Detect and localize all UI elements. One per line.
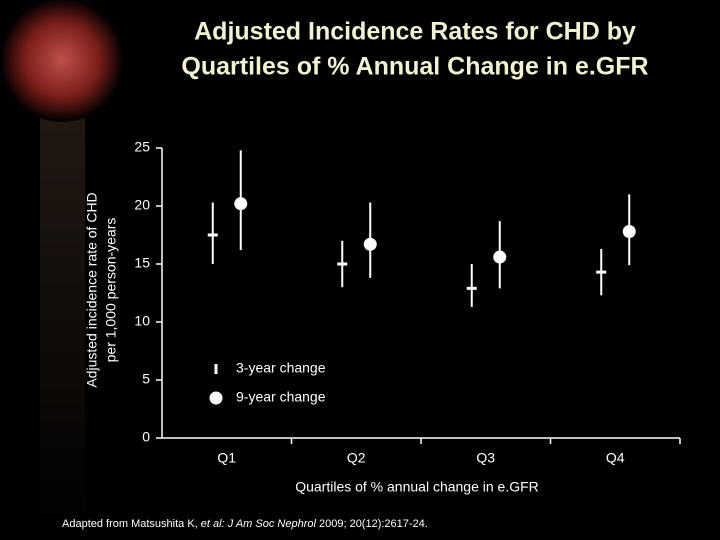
point [363, 237, 377, 251]
source-note: Adapted from Matsushita K, et al: J Am S… [62, 518, 428, 530]
legend-label: 3-year change [236, 360, 326, 376]
y-axis-label: per 1,000 person-years [103, 218, 119, 363]
chart-title: Adjusted Incidence Rates for CHD by [194, 18, 636, 46]
point [207, 233, 218, 237]
legend-marker [209, 391, 223, 405]
source-text: Adapted from Matsushita K, [62, 518, 201, 530]
y-tick-label: 5 [142, 371, 150, 387]
point [622, 225, 636, 239]
x-axis-label: Quartiles of % annual change in e.GFR [295, 479, 539, 495]
legend-marker [214, 364, 218, 374]
x-tick-label: Q1 [217, 450, 236, 466]
decoration [40, 100, 85, 540]
chart-title: Quartiles of % Annual Change in e.GFR [181, 53, 648, 81]
x-tick-label: Q4 [606, 450, 625, 466]
legend-label: 9-year change [236, 389, 326, 405]
y-tick-label: 25 [134, 139, 150, 155]
y-tick-label: 10 [134, 313, 150, 329]
y-tick-label: 0 [142, 429, 150, 445]
kidney-image [0, 0, 124, 122]
point [337, 262, 348, 266]
point [466, 286, 477, 290]
source-text: 2009; 20(12):2617-24. [316, 518, 428, 530]
x-tick-label: Q3 [476, 450, 495, 466]
point [493, 250, 507, 264]
source-text: et al: J Am Soc Nephrol [201, 518, 317, 530]
y-tick-label: 15 [134, 255, 150, 271]
y-tick-label: 20 [134, 197, 150, 213]
point [596, 270, 607, 274]
y-axis-label: Adjusted incidence rate of CHD [84, 192, 100, 387]
point [234, 197, 248, 211]
x-tick-label: Q2 [347, 450, 366, 466]
